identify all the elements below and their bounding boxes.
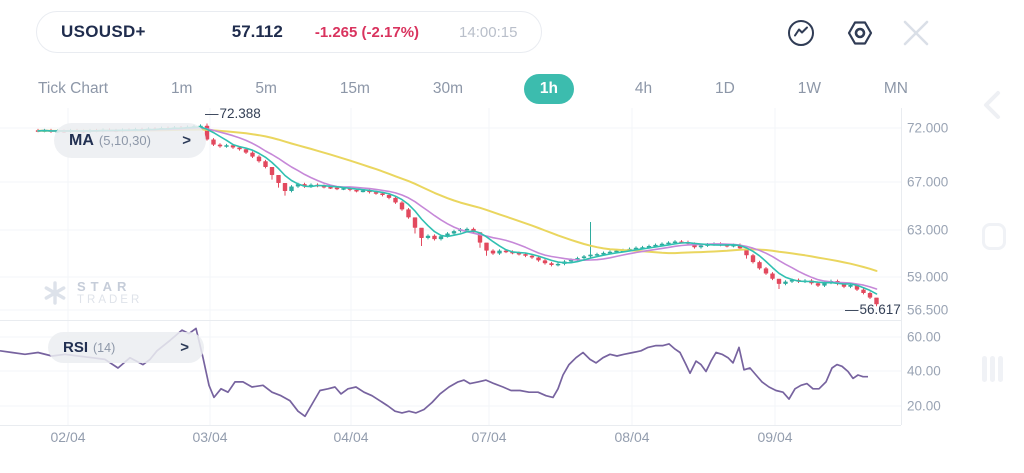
date-axis-label: 08/04 — [614, 429, 650, 445]
date-axis-label: 04/04 — [333, 429, 369, 445]
high-price-annotation: 72.388 — [205, 106, 261, 121]
rsi-axis-label: 40.00 — [907, 363, 941, 379]
panel-divider — [0, 320, 901, 321]
watermark-line2: TRADER — [77, 293, 143, 306]
tab-30m[interactable]: 30m — [432, 80, 464, 97]
date-axis-label: 07/04 — [471, 429, 507, 445]
star-logo-icon — [44, 281, 66, 305]
tab-15m[interactable]: 15m — [339, 80, 370, 97]
price-axis-label: 59.000 — [907, 269, 949, 285]
tab-5m[interactable]: 5m — [255, 80, 277, 97]
last-price: 57.112 — [231, 22, 283, 41]
symbol-name: USOUSD+ — [61, 22, 146, 41]
server-time: 14:00:15 — [459, 23, 518, 41]
rsi-axis-label: 60.00 — [907, 329, 941, 345]
price-axis-label: 67.000 — [907, 174, 949, 190]
timeframe-tabs: Tick Chart 1m 5m 15m 30m 1h 4h 1D 1W MN — [36, 72, 910, 106]
rsi-params: (14) — [93, 340, 116, 355]
trend-circle-icon[interactable] — [786, 17, 818, 49]
tab-1m[interactable]: 1m — [170, 80, 193, 97]
price-axis-label: 56.500 — [907, 302, 949, 318]
ma-indicator-pill[interactable]: MA (5,10,30) > — [54, 123, 206, 158]
tab-1d[interactable]: 1D — [715, 80, 735, 97]
resize-handle-icon[interactable] — [982, 356, 1003, 382]
date-axis-label: 09/04 — [757, 429, 793, 445]
watermark-line1: STAR — [77, 279, 132, 295]
rsi-axis-label: 20.00 — [907, 398, 941, 414]
ma-label: MA — [69, 131, 94, 149]
bottom-divider — [0, 425, 901, 426]
rsi-subchart[interactable] — [0, 320, 905, 425]
date-axis-label: 02/04 — [50, 429, 86, 445]
price-axis-line — [901, 108, 902, 425]
quote-summary[interactable]: USOUSD+ 57.112 -1.265 (-2.17%) 14:00:15 — [36, 11, 543, 53]
rsi-indicator-pill[interactable]: RSI (14) > — [48, 332, 204, 363]
price-change: -1.265 (-2.17%) — [314, 23, 420, 41]
tab-1w[interactable]: 1W — [797, 80, 821, 97]
collapse-panel-chevron-icon[interactable] — [978, 88, 1008, 125]
chevron-right-icon: > — [180, 339, 189, 356]
price-axis-label: 72.000 — [907, 120, 949, 136]
close-icon[interactable] — [901, 17, 933, 49]
ma-params: (5,10,30) — [98, 133, 151, 148]
watermark: STAR TRADER — [42, 280, 142, 306]
date-axis-label: 03/04 — [192, 429, 228, 445]
chevron-right-icon: > — [182, 132, 191, 149]
tab-tick-chart[interactable]: Tick Chart — [38, 80, 109, 97]
tab-4h[interactable]: 4h — [634, 80, 653, 97]
fullscreen-icon[interactable] — [982, 223, 1006, 250]
tab-mn[interactable]: MN — [883, 80, 908, 97]
last-price-annotation: 56.617 — [845, 302, 901, 317]
rsi-label: RSI — [63, 339, 89, 356]
settings-hex-icon[interactable] — [845, 17, 877, 49]
tab-1h[interactable]: 1h — [523, 74, 574, 104]
price-axis-label: 63.000 — [907, 222, 949, 238]
